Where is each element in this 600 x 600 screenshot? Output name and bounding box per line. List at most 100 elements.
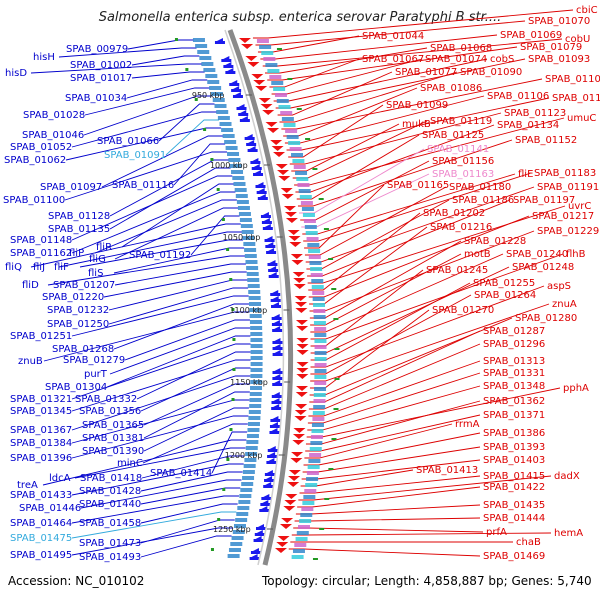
left-gene-label[interactable]: SPAB_01464 — [10, 518, 72, 529]
right-gene-label[interactable]: SPAB_01413 — [416, 465, 478, 476]
right-gene-label[interactable]: SPAB_01077 — [395, 67, 457, 78]
left-gene-label[interactable]: SPAB_01475 — [10, 533, 72, 544]
right-gene-label[interactable]: SPAB_01191 — [537, 182, 599, 193]
left-gene-label[interactable]: SPAB_01345 — [10, 406, 72, 417]
right-gene-label[interactable]: SPAB_01245 — [426, 265, 488, 276]
left-gene-label[interactable]: SPAB_01017 — [70, 73, 132, 84]
right-gene-label[interactable]: SPAB_01186 — [452, 195, 514, 206]
right-gene-label[interactable]: SPAB_01074 — [425, 54, 487, 65]
left-gene-label[interactable]: SPAB_01390 — [82, 446, 144, 457]
left-gene-label[interactable]: purT — [84, 369, 108, 380]
left-gene-label[interactable]: SPAB_01414 — [150, 468, 212, 479]
left-gene-label[interactable]: hisH — [33, 52, 55, 63]
right-gene-label[interactable]: motB — [464, 249, 491, 260]
right-gene-label[interactable]: SPAB_01287 — [483, 326, 545, 337]
right-gene-label[interactable]: umuC — [567, 113, 596, 124]
left-gene-label[interactable]: fliD — [22, 280, 39, 291]
left-gene-label[interactable]: SPAB_01279 — [63, 355, 125, 366]
right-gene-label[interactable]: SPAB_01165 — [387, 180, 449, 191]
right-gene-label[interactable]: SPAB_01348 — [483, 381, 545, 392]
right-gene-label[interactable]: SPAB_01120 — [552, 93, 600, 104]
left-gene-label[interactable]: SPAB_01433 — [10, 490, 72, 501]
right-gene-label[interactable]: SPAB_01264 — [474, 290, 536, 301]
right-gene-label[interactable]: SPAB_01163 — [432, 169, 494, 180]
right-gene-label[interactable]: SPAB_01331 — [483, 368, 545, 379]
left-gene-label[interactable]: SPAB_01192 — [129, 250, 191, 261]
left-gene-label[interactable]: fliJ — [33, 262, 45, 273]
right-gene-label[interactable]: cbiC — [576, 5, 598, 16]
right-gene-label[interactable]: SPAB_01270 — [432, 305, 494, 316]
left-gene-label[interactable]: SPAB_01207 — [53, 280, 115, 291]
left-gene-label[interactable]: SPAB_01396 — [10, 453, 72, 464]
left-gene-label[interactable]: fliP — [69, 248, 84, 259]
right-gene-label[interactable]: SPAB_01079 — [520, 42, 582, 53]
right-gene-label[interactable]: SPAB_01197 — [513, 195, 575, 206]
left-gene-label[interactable]: SPAB_01365 — [82, 420, 144, 431]
left-gene-label[interactable]: SPAB_01062 — [4, 155, 66, 166]
left-gene-label[interactable]: fliG — [89, 254, 106, 265]
left-gene-label[interactable]: SPAB_01135 — [48, 224, 110, 235]
left-gene-label[interactable]: SPAB_01148 — [10, 235, 72, 246]
left-gene-label[interactable]: SPAB_01052 — [10, 142, 72, 153]
left-gene-label[interactable]: SPAB_01034 — [65, 93, 127, 104]
left-gene-label[interactable]: SPAB_01002 — [70, 60, 132, 71]
left-gene-label[interactable]: fliS — [88, 268, 103, 279]
left-gene-label[interactable]: fliR — [96, 242, 112, 253]
right-gene-label[interactable]: chaB — [516, 537, 541, 548]
left-gene-label[interactable]: znuB — [18, 356, 43, 367]
right-gene-label[interactable]: SPAB_01296 — [483, 339, 545, 350]
left-gene-label[interactable]: hisD — [5, 68, 27, 79]
right-gene-label[interactable]: SPAB_01393 — [483, 442, 545, 453]
right-gene-label[interactable]: SPAB_01180 — [449, 182, 511, 193]
left-gene-label[interactable]: SPAB_01332 — [75, 394, 137, 405]
left-gene-label[interactable]: ldcA — [49, 473, 71, 484]
left-gene-label[interactable]: SPAB_01381 — [82, 433, 144, 444]
left-gene-label[interactable]: SPAB_01440 — [79, 499, 141, 510]
right-gene-label[interactable]: pphA — [563, 383, 589, 394]
right-gene-label[interactable]: SPAB_01044 — [362, 31, 424, 42]
right-gene-label[interactable]: SPAB_01280 — [515, 313, 577, 324]
right-gene-label[interactable]: SPAB_01228 — [464, 236, 526, 247]
right-gene-label[interactable]: SPAB_01240 — [506, 249, 568, 260]
left-gene-label[interactable]: SPAB_01066 — [97, 136, 159, 147]
right-gene-label[interactable]: rrmA — [455, 419, 480, 430]
left-gene-label[interactable]: SPAB_01458 — [79, 518, 141, 529]
right-gene-label[interactable]: SPAB_01067 — [362, 54, 424, 65]
left-gene-label[interactable]: SPAB_01268 — [52, 344, 114, 355]
right-gene-label[interactable]: uvrC — [568, 201, 591, 212]
right-gene-label[interactable]: SPAB_01202 — [423, 208, 485, 219]
left-gene-label[interactable]: SPAB_01384 — [10, 438, 72, 449]
left-gene-label[interactable]: SPAB_01495 — [10, 550, 72, 561]
right-gene-label[interactable]: SPAB_01090 — [460, 67, 522, 78]
left-gene-label[interactable]: SPAB_01046 — [22, 130, 84, 141]
left-gene-label[interactable]: SPAB_01251 — [10, 331, 72, 342]
right-gene-label[interactable]: aspS — [547, 281, 571, 292]
left-gene-label[interactable]: SPAB_01321 — [10, 394, 72, 405]
left-gene-label[interactable]: SPAB_01220 — [42, 292, 104, 303]
right-gene-label[interactable]: SPAB_01229 — [537, 226, 599, 237]
right-gene-label[interactable]: SPAB_01216 — [430, 222, 492, 233]
right-gene-label[interactable]: SPAB_01156 — [432, 156, 494, 167]
left-gene-label[interactable]: minC — [117, 458, 143, 469]
right-gene-label[interactable]: SPAB_01099 — [386, 100, 448, 111]
left-gene-label[interactable]: SPAB_01028 — [23, 110, 85, 121]
left-gene-label[interactable]: SPAB_01356 — [79, 406, 141, 417]
left-gene-label[interactable]: SPAB_01367 — [10, 425, 72, 436]
right-gene-label[interactable]: SPAB_01069 — [500, 30, 562, 41]
right-gene-label[interactable]: SPAB_01313 — [483, 356, 545, 367]
right-gene-label[interactable]: fliE — [518, 169, 533, 180]
right-gene-label[interactable]: SPAB_01435 — [483, 500, 545, 511]
left-gene-label[interactable]: SPAB_01162 — [10, 248, 72, 259]
left-gene-label[interactable]: SPAB_01097 — [40, 182, 102, 193]
right-gene-label[interactable]: mukB — [402, 119, 431, 130]
left-gene-label[interactable]: SPAB_01418 — [80, 473, 142, 484]
right-gene-label[interactable]: SPAB_01086 — [420, 83, 482, 94]
left-gene-label[interactable]: SPAB_01232 — [47, 305, 109, 316]
right-gene-label[interactable]: SPAB_01106 — [487, 91, 549, 102]
right-gene-label[interactable]: SPAB_01070 — [528, 16, 590, 27]
left-gene-label[interactable]: SPAB_01250 — [47, 319, 109, 330]
left-gene-label[interactable]: SPAB_01091 — [104, 150, 166, 161]
right-gene-label[interactable]: SPAB_01403 — [483, 455, 545, 466]
right-gene-label[interactable]: SPAB_01125 — [422, 130, 484, 141]
left-gene-label[interactable]: fliQ — [5, 262, 22, 273]
